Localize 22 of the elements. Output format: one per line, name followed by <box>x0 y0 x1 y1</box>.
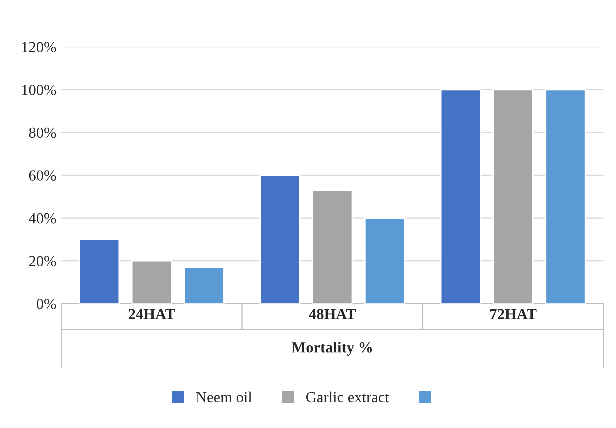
y-tick-label: 20% <box>29 256 56 267</box>
bar <box>78 238 120 304</box>
y-tick-label: 60% <box>29 170 56 181</box>
bar <box>364 218 406 304</box>
bar <box>184 266 225 304</box>
bar <box>545 89 586 304</box>
x-axis-title: Mortality % <box>292 342 372 356</box>
y-tick-label: 120% <box>22 42 56 53</box>
y-tick-label: 100% <box>22 85 56 96</box>
bar <box>492 89 534 304</box>
bar <box>131 260 173 304</box>
legend-label: Neem oil <box>196 392 252 403</box>
y-tick-label: 0% <box>36 299 56 310</box>
bar <box>312 190 354 304</box>
x-tick-label: 24HAT <box>128 309 176 320</box>
y-tick-label: 80% <box>29 128 56 138</box>
legend-label: Garlic extract <box>306 392 390 403</box>
x-tick-label: 72HAT <box>490 309 537 320</box>
bar <box>260 174 301 304</box>
y-tick-label: 40% <box>29 213 56 224</box>
bar <box>440 89 482 304</box>
x-tick-label: 48HAT <box>309 309 356 320</box>
